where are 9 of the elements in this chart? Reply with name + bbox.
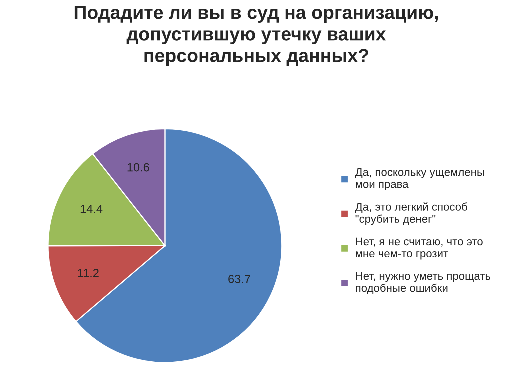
data-label: 14.4 [80, 205, 103, 214]
legend-label: Да, это легкий способ "срубить денег" [355, 202, 468, 226]
data-label: 63.7 [228, 275, 250, 284]
legend-label: Да, поскольку ущемлены мои права [355, 168, 484, 190]
data-label: 11.2 [78, 269, 99, 278]
data-label: 10.6 [128, 163, 150, 172]
legend-label: Нет, я не считаю, что это мне чем-то грозит [356, 238, 483, 260]
legend-label: Нет, нужно уметь прощать подобные ошибки [356, 272, 491, 294]
chart-title: Подадите ли вы в суд на организацию, допустившую утечку ваших персональных данных? [74, 6, 438, 66]
